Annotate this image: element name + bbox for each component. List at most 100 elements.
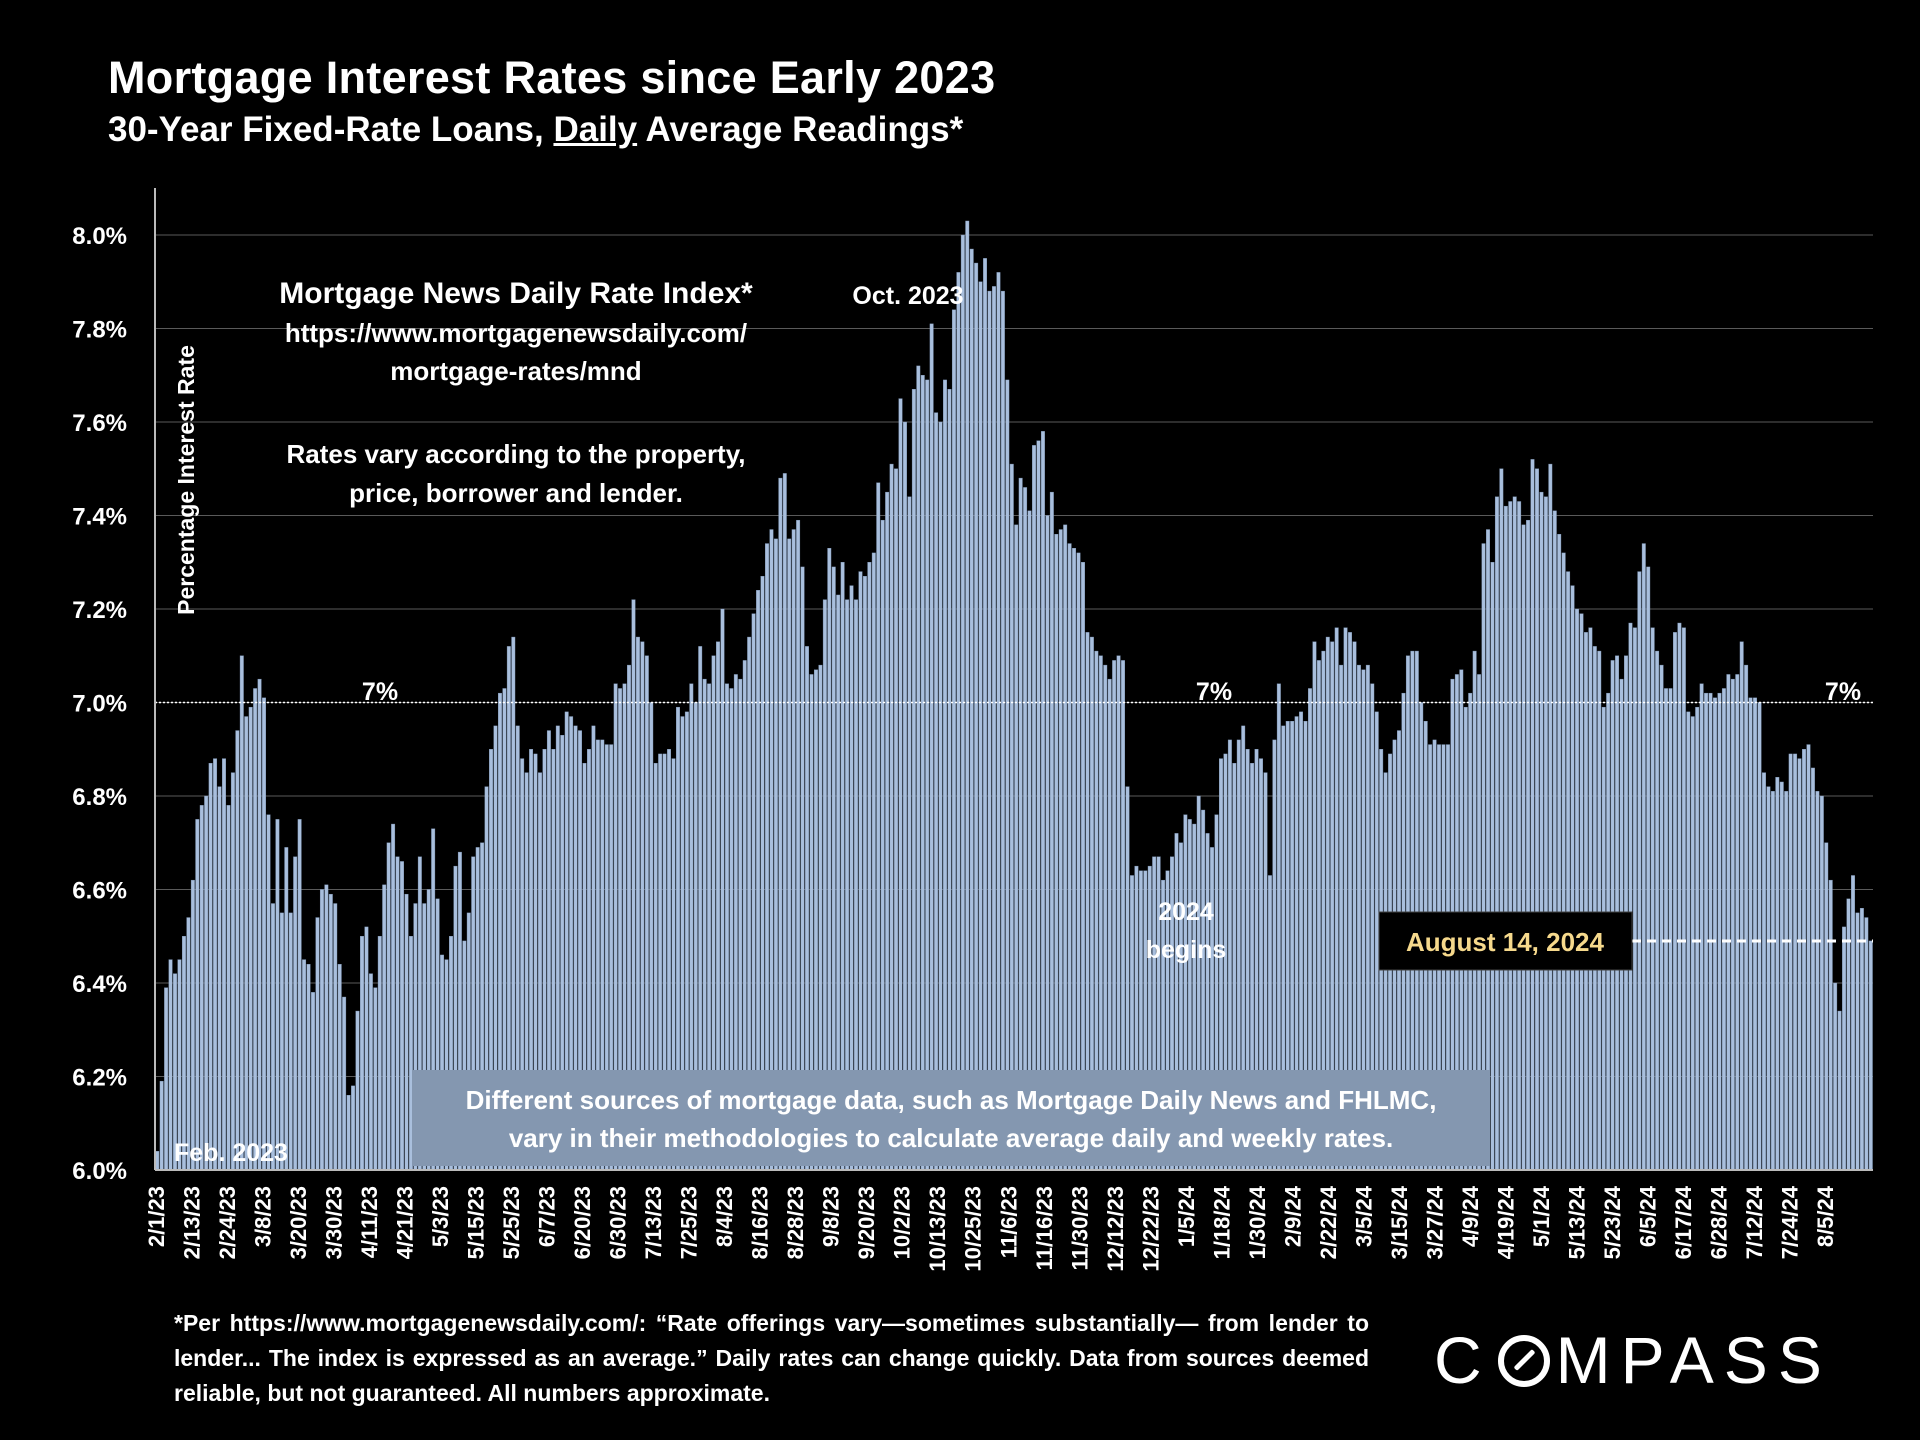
x-tick-label: 9/20/23: [854, 1186, 879, 1259]
bar: [195, 819, 200, 1171]
bar: [1708, 692, 1713, 1171]
bar: [778, 477, 783, 1171]
bar: [328, 893, 333, 1171]
x-tick-label: 6/7/23: [535, 1186, 560, 1247]
bar: [1009, 463, 1014, 1171]
bar: [1570, 585, 1575, 1171]
bar: [903, 421, 907, 1171]
x-tick-label: 2/9/24: [1280, 1185, 1305, 1247]
x-tick-label: 6/28/24: [1707, 1185, 1732, 1259]
bar: [368, 973, 373, 1171]
bar: [351, 1085, 355, 1171]
bar: [1793, 753, 1798, 1171]
bar: [181, 936, 186, 1171]
bar: [894, 468, 898, 1171]
bar: [222, 758, 226, 1171]
bar: [876, 482, 881, 1171]
x-tick-label: 1/5/24: [1174, 1185, 1199, 1247]
bar: [400, 861, 404, 1171]
bar: [230, 772, 235, 1171]
bar: [1637, 571, 1642, 1171]
sources-box: [412, 1070, 1490, 1166]
bar: [1757, 702, 1762, 1171]
bar: [1655, 650, 1660, 1171]
y-tick-label: 7.2%: [72, 597, 127, 624]
bar: [1032, 445, 1036, 1171]
bar: [1717, 692, 1722, 1171]
x-tick-label: 4/11/23: [357, 1186, 382, 1258]
x-tick-label: 6/30/23: [606, 1186, 631, 1259]
bar: [1770, 791, 1775, 1171]
bar: [1748, 697, 1753, 1171]
bar: [1018, 477, 1023, 1171]
bar: [1659, 664, 1664, 1171]
bar: [1566, 571, 1571, 1171]
bar: [920, 375, 925, 1171]
bar: [266, 814, 271, 1171]
bar: [1797, 758, 1802, 1171]
bar: [1552, 510, 1557, 1171]
x-tick-label: 8/28/23: [783, 1186, 808, 1259]
bar: [1762, 772, 1766, 1171]
annotation-2024-line-1: 2024: [1158, 898, 1214, 926]
y-tick-labels: 6.0% 6.2% 6.4% 6.6% 6.8% 7.0% 7.2% 7.4% 7.6% 7.8%…: [72, 223, 127, 1185]
bar: [1592, 646, 1597, 1171]
bar: [1641, 543, 1646, 1171]
bar: [1730, 678, 1735, 1171]
y-tick-label: 7.4%: [72, 504, 127, 531]
bar: [288, 912, 293, 1171]
info-heading: Mortgage News Daily Rate Index*: [279, 277, 753, 310]
x-tick-label: 11/16/23: [1032, 1186, 1057, 1270]
annotation-feb-2023: Feb. 2023: [174, 1139, 288, 1167]
bar: [360, 936, 364, 1171]
x-tick-label: 11/6/23: [996, 1186, 1021, 1258]
bar: [782, 473, 787, 1171]
bar: [1526, 519, 1530, 1171]
bar: [159, 1080, 164, 1171]
x-tick-label: 7/13/23: [641, 1186, 666, 1259]
bar: [324, 884, 329, 1171]
chart-title: Mortgage Interest Rates since Early 2023: [108, 52, 996, 103]
bar: [925, 379, 930, 1171]
bar: [284, 847, 289, 1171]
bar: [1668, 688, 1673, 1171]
bar: [992, 286, 996, 1171]
x-tick-label: 4/21/23: [393, 1186, 418, 1259]
bar: [337, 964, 342, 1171]
bar: [377, 936, 382, 1171]
bar: [965, 220, 970, 1171]
bar: [911, 389, 916, 1171]
bar: [186, 917, 191, 1171]
bar: [1508, 501, 1513, 1171]
bar: [364, 926, 369, 1171]
bar: [1726, 674, 1731, 1171]
x-tick-label: 8/16/23: [748, 1186, 773, 1259]
x-tick-label: 6/5/24: [1635, 1185, 1660, 1247]
bar: [1855, 912, 1860, 1171]
bar: [1646, 566, 1651, 1171]
bar: [1744, 664, 1749, 1171]
bar: [1517, 501, 1522, 1171]
bar: [1049, 491, 1054, 1171]
sources-line-1: Different sources of mortgage data, such…: [466, 1085, 1437, 1115]
x-tick-label: 5/13/24: [1564, 1185, 1589, 1259]
bar: [951, 309, 956, 1171]
x-tick-label: 3/5/24: [1351, 1185, 1376, 1247]
bar: [302, 959, 307, 1171]
bar: [956, 272, 961, 1171]
x-tick-label: 5/3/23: [428, 1186, 453, 1247]
y-tick-label: 6.8%: [72, 784, 127, 811]
info-note-line-2: price, borrower and lender.: [349, 478, 683, 508]
subtitle-underlined-word: Daily: [553, 110, 638, 149]
y-tick-label: 7.0%: [72, 691, 127, 718]
x-tick-label: 10/2/23: [890, 1186, 915, 1259]
bar: [342, 996, 347, 1171]
bar: [1766, 786, 1771, 1171]
x-tick-label: 3/30/23: [322, 1186, 347, 1259]
x-tick-label: 10/13/23: [925, 1186, 950, 1272]
bar: [213, 758, 218, 1171]
bar: [1677, 622, 1682, 1171]
bar: [386, 842, 391, 1171]
y-tick-label: 7.6%: [72, 410, 127, 437]
bar: [279, 912, 284, 1171]
